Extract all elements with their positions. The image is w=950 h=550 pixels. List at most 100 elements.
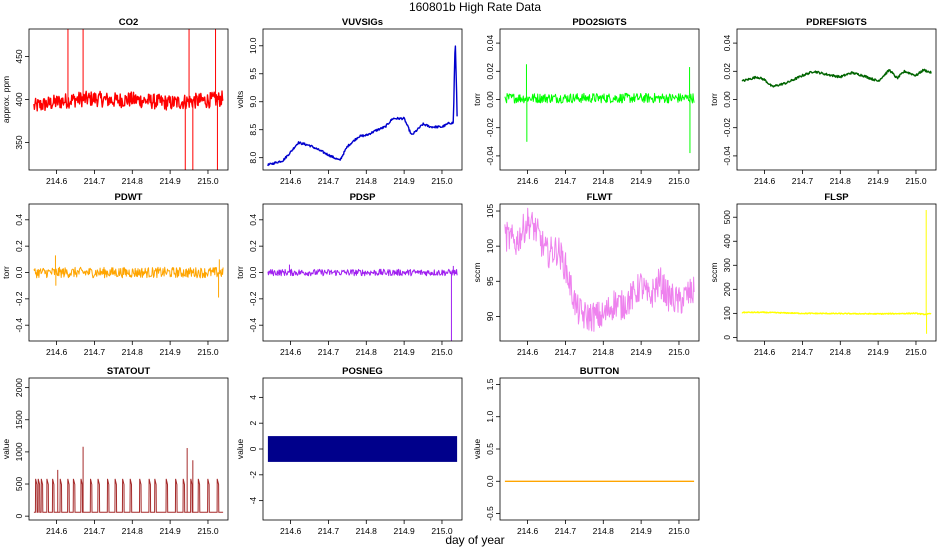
- y-tick-label: 0.2: [14, 240, 24, 252]
- x-tick-label: 215.0: [197, 347, 219, 357]
- y-tick-label: -4: [248, 497, 258, 505]
- plot-area: [267, 264, 458, 341]
- y-tick-label: 10.0: [248, 37, 258, 54]
- plot-area: [267, 45, 458, 167]
- y-axis-label: torr: [1, 266, 11, 279]
- y-tick-label: -0.02: [722, 118, 732, 138]
- y-tick-label: 9.0: [248, 96, 258, 108]
- x-tick-label: 214.7: [84, 176, 106, 186]
- x-tick-label: 214.9: [630, 347, 652, 357]
- y-tick-label: 450: [14, 49, 24, 63]
- y-tick-label: 2000: [14, 378, 24, 397]
- panel-title: PDSP: [350, 192, 377, 203]
- y-tick-label: 105: [485, 204, 495, 218]
- figure-xlabel: day of year: [445, 533, 504, 547]
- x-tick-label: 214.6: [280, 526, 302, 536]
- panel-pdsp: PDSP torr 214.6 214.7 214.8 214.9 215.0 -0.4 -0.…: [235, 192, 463, 357]
- x-tick-label: 214.8: [356, 526, 378, 536]
- y-tick-label: 1.5: [485, 378, 495, 390]
- y-tick-label: -0.02: [485, 118, 495, 138]
- x-tick-label: 214.9: [159, 176, 181, 186]
- series-line: [504, 92, 695, 104]
- x-tick-label: 214.7: [555, 176, 577, 186]
- x-tick-label: 214.8: [830, 176, 852, 186]
- y-axis-label: torr: [709, 93, 719, 106]
- x-tick-label: 214.9: [393, 347, 415, 357]
- y-tick-label: 0.4: [248, 214, 258, 226]
- y-tick-label: 400: [14, 92, 24, 106]
- x-tick-label: 214.8: [593, 347, 615, 357]
- y-tick-label: 95: [485, 276, 495, 286]
- x-tick-label: 214.9: [867, 176, 889, 186]
- x-tick-label: 214.6: [280, 176, 302, 186]
- y-tick-label: 0.00: [722, 91, 732, 108]
- y-tick-label: 0.0: [248, 266, 258, 278]
- x-tick-label: 215.0: [905, 347, 927, 357]
- panel-title: POSNEG: [342, 366, 383, 377]
- panel-flsp: FLSP sccm 214.6 214.7 214.8 214.9 215.0 0 100 200…: [709, 192, 937, 357]
- y-tick-label: -0.5: [485, 506, 495, 521]
- x-tick-label: 214.7: [555, 526, 577, 536]
- plot-frame: [499, 203, 700, 342]
- y-tick-label: 200: [722, 282, 732, 296]
- series-line: [504, 207, 695, 332]
- y-tick-label: 400: [722, 234, 732, 248]
- series-line: [267, 268, 458, 277]
- x-tick-label: 214.8: [122, 176, 144, 186]
- x-tick-label: 214.9: [393, 176, 415, 186]
- panel-title: VUVSIGs: [342, 17, 383, 28]
- plot-area: [33, 29, 224, 170]
- x-tick-label: 215.0: [197, 526, 219, 536]
- x-tick-label: 215.0: [905, 176, 927, 186]
- x-tick-label: 214.8: [593, 176, 615, 186]
- panel-title: FLWT: [587, 192, 613, 203]
- panel-title: CO2: [119, 17, 139, 28]
- x-tick-label: 214.8: [122, 526, 144, 536]
- x-tick-label: 214.8: [356, 347, 378, 357]
- panel-title: BUTTON: [580, 366, 620, 377]
- x-tick-label: 215.0: [431, 176, 453, 186]
- y-tick-label: 0: [722, 335, 732, 340]
- figure-title: 160801b High Rate Data: [409, 0, 541, 14]
- panel-pdrefsigts: PDREFSIGTS torr 214.6 214.7 214.8 214.9 215.0 -…: [709, 17, 937, 186]
- x-tick-label: 215.0: [668, 347, 690, 357]
- y-tick-label: 500: [722, 210, 732, 224]
- y-tick-label: 300: [722, 258, 732, 272]
- y-tick-label: 0.00: [485, 91, 495, 108]
- x-tick-label: 214.8: [593, 526, 615, 536]
- y-tick-label: 350: [14, 135, 24, 149]
- y-tick-label: 0.0: [14, 266, 24, 278]
- y-tick-label: 0: [248, 446, 258, 451]
- plot-area: [33, 255, 224, 298]
- plot-area: [267, 436, 458, 462]
- x-tick-label: 215.0: [431, 526, 453, 536]
- y-tick-label: -0.04: [485, 146, 495, 166]
- x-tick-label: 214.7: [318, 526, 340, 536]
- series-line: [33, 90, 224, 112]
- y-tick-label: 2: [248, 421, 258, 426]
- x-tick-label: 214.9: [630, 176, 652, 186]
- plot-frame: [28, 377, 229, 521]
- x-tick-label: 214.8: [830, 347, 852, 357]
- y-axis-label: sccm: [472, 263, 482, 283]
- x-tick-label: 214.6: [46, 526, 68, 536]
- plot-area: [741, 210, 932, 334]
- x-tick-label: 215.0: [668, 176, 690, 186]
- panel-statout: STATOUT value 214.6 214.7 214.8 214.9 215.0 0 50…: [1, 366, 229, 536]
- y-axis-label: approx. ppm: [1, 76, 11, 123]
- x-tick-label: 214.6: [754, 347, 776, 357]
- y-tick-label: 100: [722, 306, 732, 320]
- series-line: [33, 478, 224, 513]
- x-tick-label: 214.9: [159, 526, 181, 536]
- y-tick-label: 0.5: [485, 443, 495, 455]
- panel-title: PDO2SIGTS: [572, 17, 626, 28]
- y-tick-label: 500: [14, 477, 24, 491]
- y-tick-label: 8.0: [248, 152, 258, 164]
- x-tick-label: 215.0: [668, 526, 690, 536]
- x-tick-label: 214.6: [46, 347, 68, 357]
- series-line: [33, 266, 224, 279]
- plot-frame: [262, 28, 463, 171]
- y-tick-label: -0.4: [14, 318, 24, 333]
- panel-co2: CO2 approx. ppm 214.6 214.7 214.8 214.9 215.0 3…: [1, 17, 229, 186]
- x-tick-label: 214.7: [84, 526, 106, 536]
